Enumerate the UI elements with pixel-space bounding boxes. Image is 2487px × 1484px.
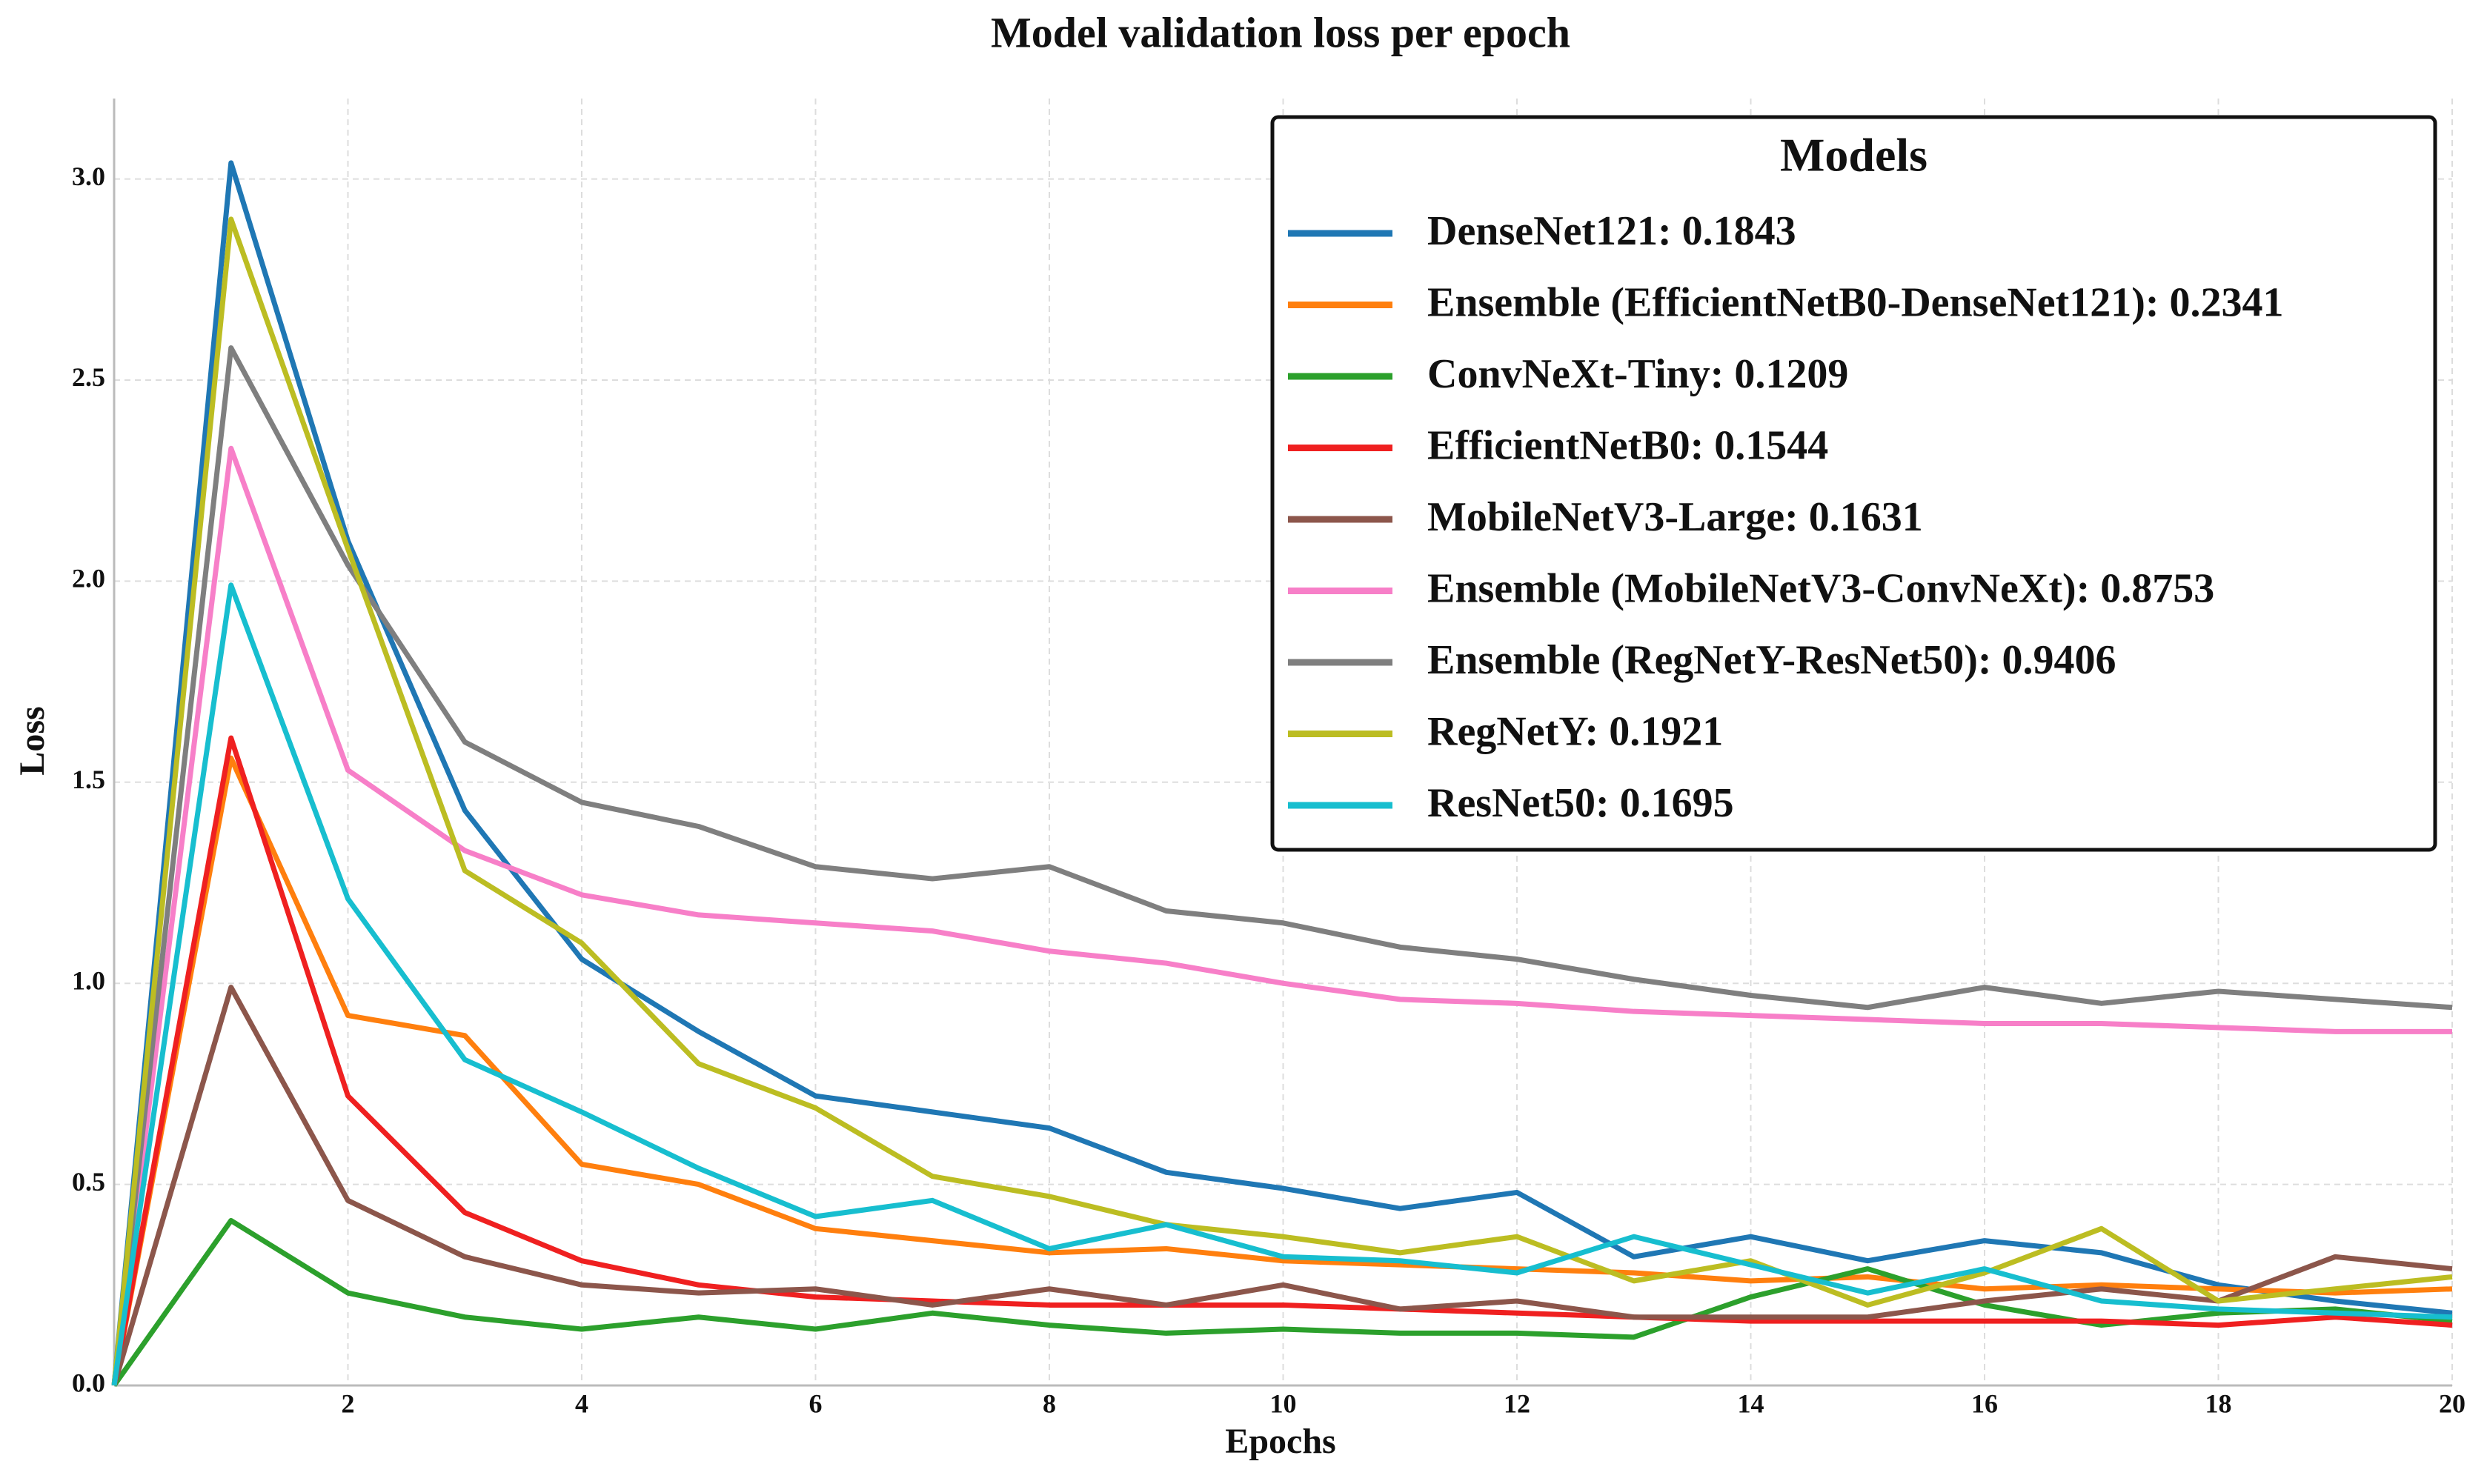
series-line	[112, 1217, 2453, 1388]
series-line	[111, 216, 2453, 1386]
series-line	[111, 735, 2453, 1386]
legend-label: EfficientNetB0: 0.1544	[1427, 422, 1828, 468]
legend-label: Ensemble (MobileNetV3-ConvNeXt): 0.8753	[1427, 565, 2214, 611]
series-line	[111, 345, 2453, 1386]
series-line	[111, 160, 2453, 1386]
x-tick-label: 8	[1043, 1388, 1056, 1418]
y-tick-label: 1.5	[72, 765, 105, 794]
x-tick-label: 2	[342, 1388, 355, 1418]
x-tick-label: 20	[2439, 1388, 2466, 1418]
legend-label: DenseNet121: 0.1843	[1427, 208, 1796, 254]
legend-label: ConvNeXt-Tiny: 0.1209	[1427, 351, 1848, 397]
x-tick-label: 18	[2205, 1388, 2232, 1418]
series-line	[111, 445, 2452, 1386]
legend-label: RegNetY: 0.1921	[1427, 708, 1723, 754]
x-axis-label: Epochs	[1225, 1422, 1335, 1461]
y-tick-label: 2.0	[72, 564, 105, 593]
x-tick-label: 6	[809, 1388, 823, 1418]
y-tick-label: 3.0	[72, 162, 105, 191]
x-tick-label: 16	[1971, 1388, 1998, 1418]
y-axis-label: Loss	[13, 706, 52, 775]
series-line	[111, 582, 2453, 1386]
legend-label: Ensemble (EfficientNetB0-DenseNet121): 0…	[1427, 279, 2284, 325]
legend-label: MobileNetV3-Large: 0.1631	[1427, 494, 1923, 540]
legend: Models DenseNet121: 0.1843 Ensemble (Effic…	[1270, 115, 2437, 852]
legend-box	[1270, 115, 2437, 852]
x-tick-label: 12	[1504, 1388, 1530, 1418]
y-tick-label: 2.5	[72, 362, 105, 392]
legend-title: Models	[1780, 129, 1927, 182]
y-tick-label: 0.0	[72, 1368, 105, 1397]
legend-label: ResNet50: 0.1695	[1427, 780, 1734, 826]
chart-title: Model validation loss per epoch	[991, 8, 1570, 56]
y-tick-label: 1.0	[72, 965, 105, 995]
x-tick-label: 14	[1738, 1388, 1764, 1418]
x-tick-label: 4	[575, 1388, 588, 1418]
x-tick-label: 10	[1270, 1388, 1297, 1418]
legend-label: Ensemble (RegNetY-ResNet50): 0.9406	[1427, 637, 2116, 683]
y-tick-label: 0.5	[72, 1167, 105, 1197]
